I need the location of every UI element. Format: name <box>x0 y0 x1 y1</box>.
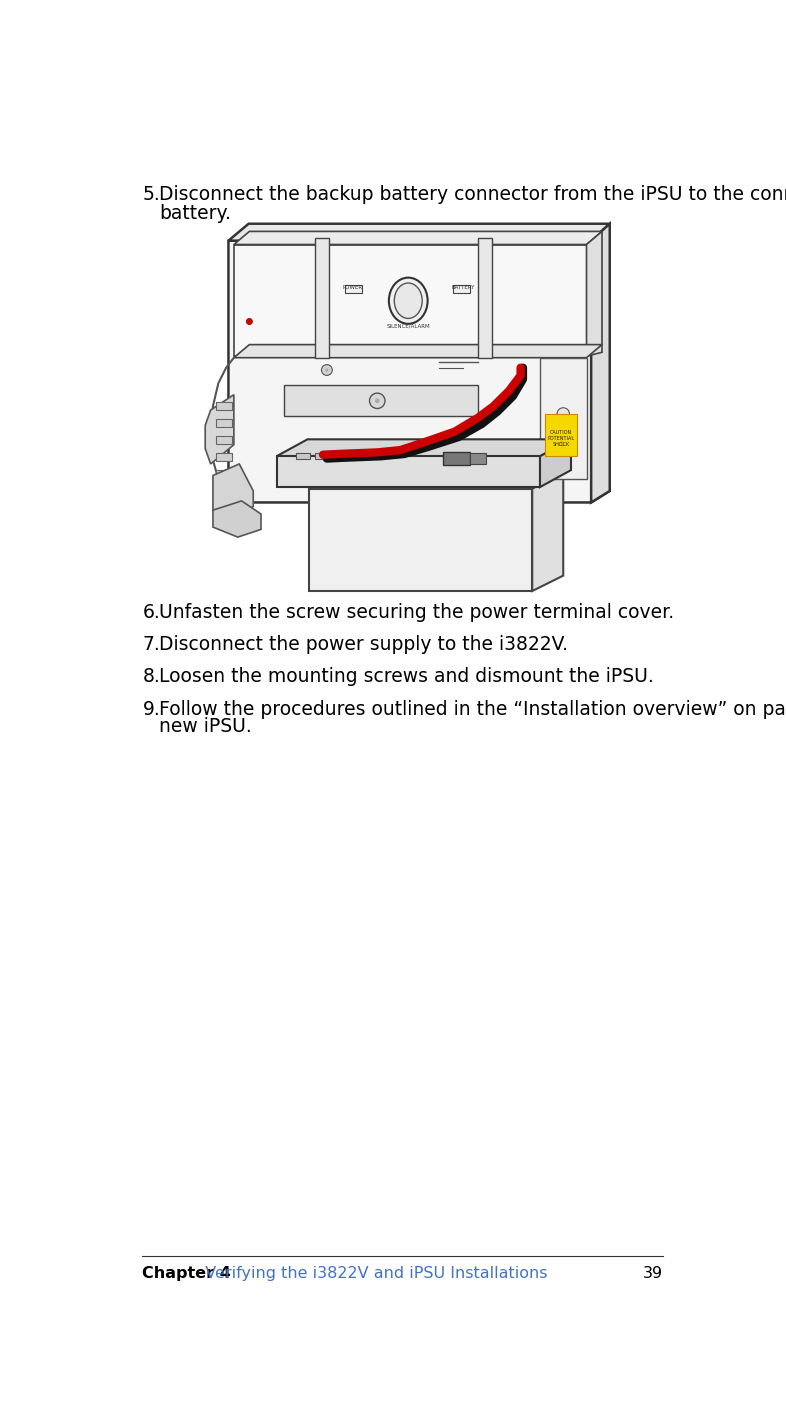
Polygon shape <box>309 488 532 591</box>
Text: 5.: 5. <box>142 186 160 204</box>
Polygon shape <box>234 244 586 356</box>
Polygon shape <box>216 487 232 494</box>
Polygon shape <box>540 440 571 487</box>
Text: Follow the procedures outlined in the “Installation overview” on page 23 to inst: Follow the procedures outlined in the “I… <box>159 700 786 718</box>
Text: Chapter 4: Chapter 4 <box>142 1267 231 1281</box>
Text: Verifying the i3822V and iPSU Installations: Verifying the i3822V and iPSU Installati… <box>195 1267 548 1281</box>
Polygon shape <box>213 501 261 537</box>
Polygon shape <box>285 386 478 416</box>
Text: 39: 39 <box>643 1267 663 1281</box>
Polygon shape <box>591 224 610 503</box>
Polygon shape <box>277 440 571 457</box>
Polygon shape <box>216 420 232 427</box>
Bar <box>478 238 492 357</box>
Text: SILENCE/ALARM: SILENCE/ALARM <box>387 324 430 328</box>
Polygon shape <box>216 453 232 461</box>
Circle shape <box>375 398 380 403</box>
Polygon shape <box>234 344 602 357</box>
Text: BATTERY: BATTERY <box>452 286 475 290</box>
Ellipse shape <box>389 277 428 324</box>
Polygon shape <box>216 436 232 444</box>
Polygon shape <box>540 357 586 480</box>
Bar <box>315 453 329 460</box>
Text: POWER: POWER <box>343 286 362 290</box>
Polygon shape <box>216 403 232 410</box>
Polygon shape <box>229 224 610 241</box>
Text: CAUTION
POTENTIAL
SHOCK: CAUTION POTENTIAL SHOCK <box>547 430 575 447</box>
Polygon shape <box>532 471 564 591</box>
Bar <box>296 453 310 460</box>
Text: new iPSU.: new iPSU. <box>159 717 252 737</box>
Polygon shape <box>205 394 234 464</box>
Text: 6.: 6. <box>142 603 160 621</box>
Text: Disconnect the power supply to the i3822V.: Disconnect the power supply to the i3822… <box>159 635 567 654</box>
Polygon shape <box>277 457 540 487</box>
Ellipse shape <box>395 283 422 318</box>
Text: ⚠: ⚠ <box>557 440 564 448</box>
Bar <box>345 286 362 293</box>
Circle shape <box>369 393 385 408</box>
Bar <box>315 238 329 357</box>
Polygon shape <box>213 464 253 518</box>
Polygon shape <box>229 241 610 503</box>
Polygon shape <box>309 471 564 488</box>
Polygon shape <box>216 470 232 478</box>
Bar <box>545 414 577 457</box>
Text: Loosen the mounting screws and dismount the iPSU.: Loosen the mounting screws and dismount … <box>159 667 653 687</box>
Text: Unfasten the screw securing the power terminal cover.: Unfasten the screw securing the power te… <box>159 603 674 621</box>
Circle shape <box>246 318 252 324</box>
Bar <box>454 286 470 293</box>
Polygon shape <box>586 231 602 356</box>
Text: 7.: 7. <box>142 635 160 654</box>
Bar <box>470 453 486 464</box>
Circle shape <box>321 364 332 376</box>
Circle shape <box>557 408 569 420</box>
Text: battery.: battery. <box>160 204 231 223</box>
Circle shape <box>325 368 329 371</box>
Polygon shape <box>234 231 602 244</box>
Text: 8.: 8. <box>142 667 160 687</box>
Text: Disconnect the backup battery connector from the iPSU to the connector on the: Disconnect the backup battery connector … <box>160 186 786 204</box>
Bar <box>443 451 470 466</box>
Text: 9.: 9. <box>142 700 160 718</box>
